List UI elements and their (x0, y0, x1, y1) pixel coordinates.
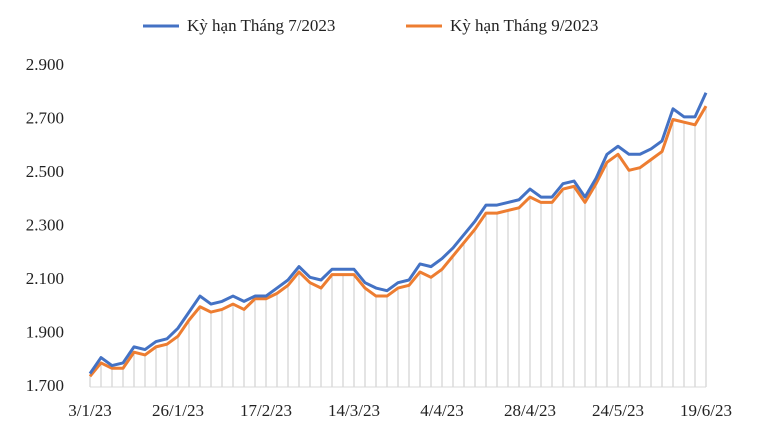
y-tick-label: 1.700 (26, 376, 64, 395)
y-tick-label: 2.900 (26, 55, 64, 74)
y-tick-label: 1.900 (26, 322, 64, 341)
series-line (88, 105, 708, 378)
x-tick-label: 3/1/23 (68, 401, 111, 420)
x-tick-label: 26/1/23 (152, 401, 204, 420)
x-tick-label: 4/4/23 (420, 401, 463, 420)
y-tick-label: 2.300 (26, 215, 64, 234)
x-tick-label: 14/3/23 (328, 401, 380, 420)
x-tick-label: 28/4/23 (504, 401, 556, 420)
y-tick-label: 2.100 (26, 269, 64, 288)
x-tick-label: 24/5/23 (592, 401, 644, 420)
legend-label: Kỳ hạn Tháng 7/2023 (187, 16, 335, 35)
series-line (88, 92, 708, 375)
legend-label: Kỳ hạn Tháng 9/2023 (450, 16, 598, 35)
x-tick-label: 19/6/23 (680, 401, 732, 420)
y-tick-label: 2.700 (26, 108, 64, 127)
x-tick-label: 17/2/23 (240, 401, 292, 420)
y-tick-label: 2.500 (26, 162, 64, 181)
